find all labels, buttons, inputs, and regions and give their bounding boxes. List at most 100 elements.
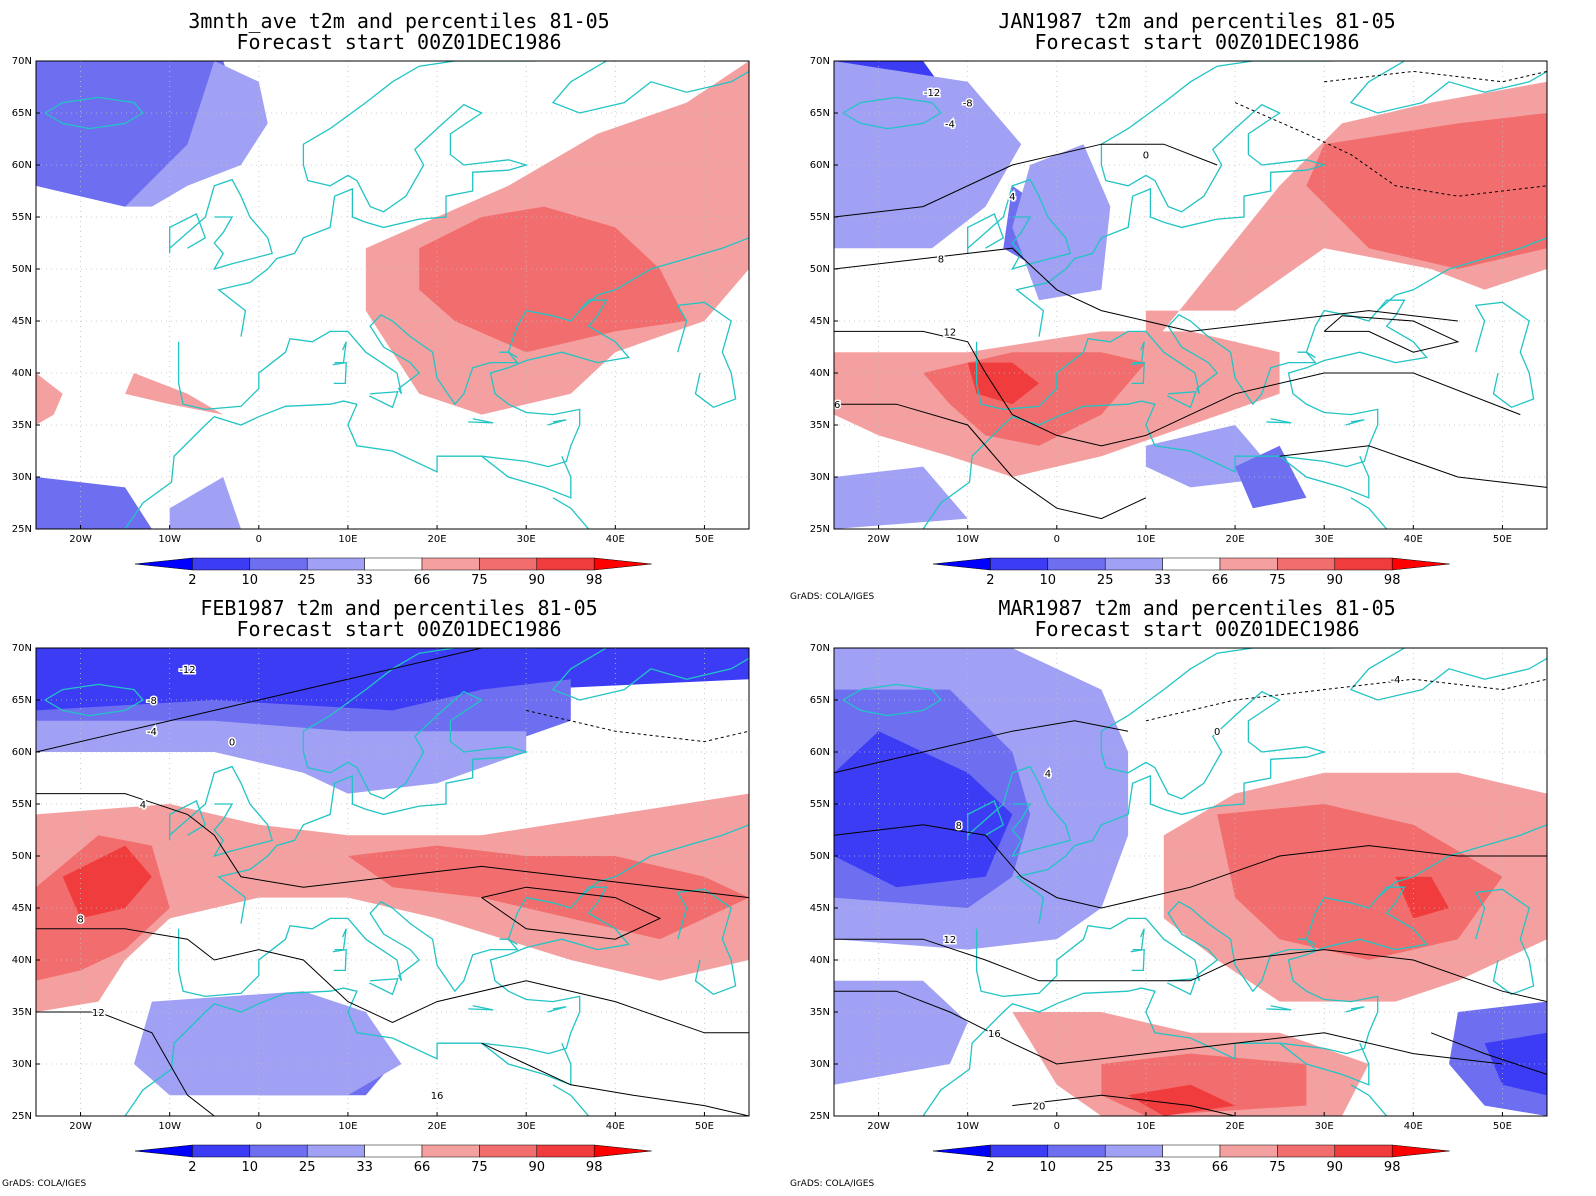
coastline (552, 497, 616, 529)
longitude-label: 20E (1226, 1121, 1245, 1132)
longitude-label: 20E (428, 534, 447, 545)
temperature-contour (481, 886, 662, 940)
panel-mar1987: MAR1987 t2m and percentiles 81-05 Foreca… (790, 598, 1596, 1196)
legend-swatch (1219, 1144, 1278, 1158)
latitude-label: 50N (12, 264, 32, 275)
latitude-label: 60N (12, 160, 32, 171)
coastline (967, 178, 1072, 271)
legend-arrow-right (1391, 1144, 1450, 1158)
coastline (1167, 390, 1197, 409)
coastline (967, 212, 1005, 254)
contour-label: 8 (938, 255, 944, 266)
latitude-label: 30N (12, 472, 32, 483)
legend-swatch (364, 1144, 423, 1158)
latitude-label: 25N (810, 524, 830, 535)
panel-3month-average: 3mnth_ave t2m and percentiles 81-05 Fore… (0, 0, 798, 598)
latitude-label: 30N (12, 1059, 32, 1070)
contour-label: -12 (179, 665, 195, 676)
map-frame (833, 60, 1548, 530)
temperature-contour (1234, 102, 1547, 197)
latitude-label: 45N (12, 316, 32, 327)
longitude-label: 20W (867, 534, 890, 545)
coastline (1345, 419, 1365, 426)
legend-arrow-left (932, 1144, 991, 1158)
coastline (217, 61, 536, 337)
contour-label: -4 (147, 727, 157, 738)
legend-label: 33 (1154, 573, 1171, 588)
legend-label: 33 (1154, 1160, 1171, 1175)
coastline (676, 301, 737, 409)
longitude-label: 10W (956, 534, 979, 545)
legend-swatch (421, 557, 480, 571)
contour-label: -12 (924, 88, 940, 99)
latitude-label: 35N (810, 420, 830, 431)
percentile-shading (36, 793, 749, 1012)
legend-label: 2 (188, 573, 196, 588)
legend-label: 75 (471, 573, 488, 588)
legend-label: 90 (529, 573, 546, 588)
percentile-shading (125, 373, 224, 415)
longitude-label: 30E (1315, 1121, 1334, 1132)
map-content: -12 -8 -4 0 4 8 12 16 (36, 648, 749, 1116)
temperature-contour (36, 793, 749, 899)
grads-credit: GrADS: COLA/IGES (790, 592, 875, 602)
colorbar-legend: 2 10 25 33 66 75 90 98 (134, 1144, 652, 1175)
temperature-contour (1012, 1094, 1236, 1116)
legend-swatch (1334, 1144, 1393, 1158)
latitude-label: 45N (12, 903, 32, 914)
coastline (369, 390, 399, 409)
coastline (332, 948, 347, 972)
grads-credit: GrADS: COLA/IGES (2, 1179, 87, 1189)
legend-swatch (306, 1144, 365, 1158)
longitude-label: 0 (1054, 1121, 1060, 1132)
temperature-contour (1145, 678, 1547, 722)
longitude-label: 30E (517, 534, 536, 545)
legend-swatch (421, 1144, 480, 1158)
temperature-contour (834, 330, 1521, 447)
contour-label: -4 (1390, 675, 1400, 686)
legend-swatch (1047, 1144, 1106, 1158)
latitude-label: 65N (12, 108, 32, 119)
coastline (369, 977, 399, 996)
coastline (334, 928, 347, 951)
latitude-label: 35N (12, 420, 32, 431)
contour-label: 0 (1143, 151, 1149, 162)
longitude-label: 50E (695, 1121, 714, 1132)
legend-label: 10 (242, 573, 259, 588)
legend-label: 66 (414, 1160, 431, 1175)
map-plot: -12 -8 -4 0 4 8 12 16 70N 65N 60N 55N 50N 45N 40N 35N 30… (810, 56, 1548, 545)
legend-label: 98 (1384, 1160, 1401, 1175)
latitude-label: 70N (810, 643, 830, 654)
latitude-label: 40N (12, 955, 32, 966)
percentile-shading (419, 206, 687, 353)
legend-swatch (536, 557, 595, 571)
contour-label: 12 (943, 327, 956, 338)
coastline (169, 765, 274, 858)
legend-label: 90 (1327, 1160, 1344, 1175)
percentile-shading (125, 61, 268, 207)
legend-label: 90 (529, 1160, 546, 1175)
legend-label: 10 (1040, 1160, 1057, 1175)
legend-label: 25 (299, 1160, 316, 1175)
legend-swatch (1277, 1144, 1336, 1158)
coastline (1377, 237, 1547, 312)
percentile-shading (36, 477, 152, 529)
contour-label: 12 (92, 1008, 105, 1019)
longitude-label: 20E (428, 1121, 447, 1132)
legend-label: 33 (356, 573, 373, 588)
legend-label: 2 (986, 1160, 994, 1175)
coastline (217, 648, 536, 924)
longitude-label: 20W (69, 534, 92, 545)
contour-label: 12 (943, 935, 956, 946)
coastline (967, 799, 1005, 841)
contour-label: 16 (828, 400, 841, 411)
percentile-shading (834, 61, 1022, 249)
coastline (44, 96, 144, 130)
map-content: -12 -8 -4 0 4 8 12 16 (828, 61, 1547, 529)
panel-title-line2: Forecast start 00Z01DEC1986 (236, 617, 562, 641)
percentile-shading (1128, 1084, 1236, 1116)
latitude-label: 65N (12, 695, 32, 706)
longitude-label: 30E (1315, 534, 1334, 545)
coastline (169, 799, 207, 841)
panel-title-line2: Forecast start 00Z01DEC1986 (1034, 30, 1360, 54)
